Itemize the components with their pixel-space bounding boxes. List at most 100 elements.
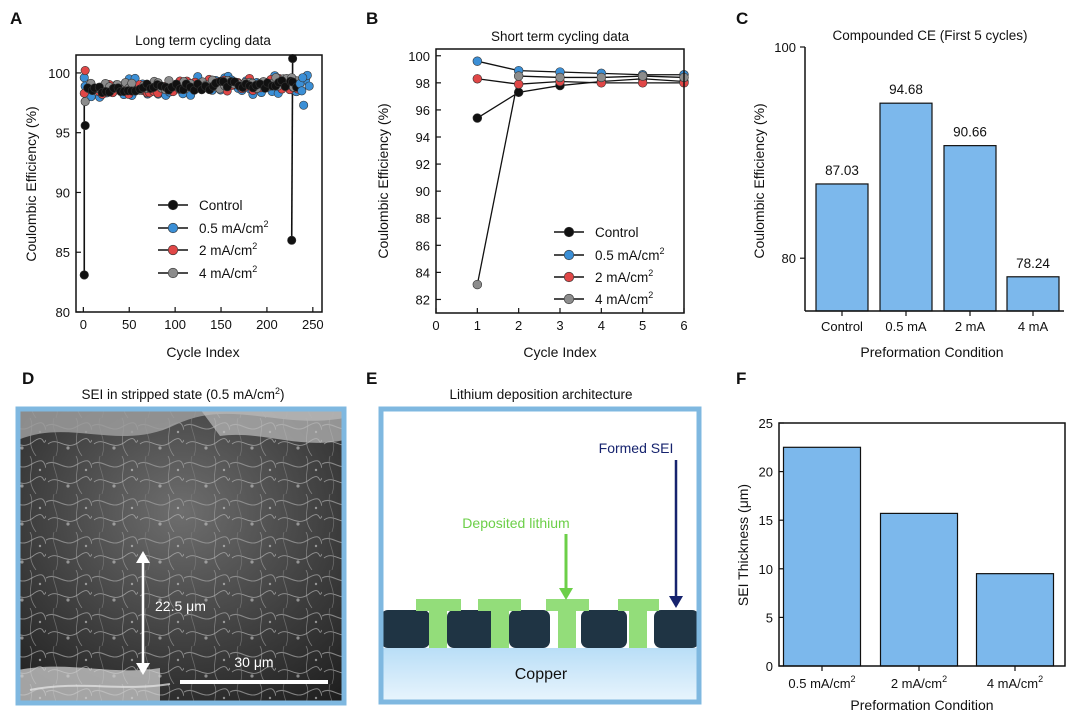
legend-marker [167, 222, 179, 234]
data-point [304, 81, 314, 91]
legend-label: Control [199, 198, 243, 213]
series-line [476, 75, 685, 285]
legend-label: Control [595, 225, 639, 240]
legend-marker [167, 199, 179, 211]
sei-arrow-head [669, 596, 683, 608]
y-tick-label: 15 [759, 513, 773, 528]
legend-marker [563, 271, 575, 283]
y-tick-label: 100 [774, 40, 796, 55]
legend-marker [563, 226, 575, 238]
legend-label: 4 mA/cm2 [595, 290, 653, 307]
panel-f-xlabel: Preformation Condition [850, 697, 993, 713]
panel-e-frame [378, 406, 702, 705]
x-tick-label: 5 [639, 318, 646, 333]
lithium-cap [618, 599, 659, 611]
panel-e-letter: E [366, 369, 377, 388]
data-point [298, 73, 308, 83]
x-tick-label: Control [821, 319, 863, 334]
x-tick-label: 0 [432, 318, 439, 333]
legend-marker [167, 267, 179, 279]
panel-b-data [472, 56, 689, 290]
copper-layer [381, 648, 699, 702]
x-tick-label: 2 [515, 318, 522, 333]
data-point [80, 66, 90, 76]
bar-value-label: 90.66 [953, 125, 987, 140]
panel-f-ticks: 0 5 10 15 20 25 0.5 mA/cm2 2 mA/cm2 4 mA/cm2 [759, 416, 1044, 691]
sei-block [447, 610, 496, 648]
x-tick-label: 1 [474, 318, 481, 333]
x-tick-label: 3 [556, 318, 563, 333]
panel-b-frame [435, 48, 685, 314]
panel-c: C Compounded CE (First 5 cycles) 87.03 94… [736, 9, 1064, 360]
y-tick-label: 25 [759, 416, 773, 431]
panel-f-letter: F [736, 369, 746, 388]
sei-block [654, 610, 699, 648]
x-tick-label: 4 mA [1018, 319, 1049, 334]
panel-e-title: Lithium deposition architecture [449, 387, 632, 402]
series-line [477, 78, 684, 85]
scale-bar-label: 30 μm [234, 654, 273, 670]
y-tick-label: 98 [416, 76, 430, 91]
x-tick-label: 100 [164, 317, 186, 332]
data-point [80, 97, 90, 107]
y-tick-label: 20 [759, 465, 773, 480]
y-tick-label: 10 [759, 562, 773, 577]
sem-image: 22.5 μm 30 μm [18, 409, 344, 703]
data-point [287, 235, 297, 245]
data-point [80, 121, 90, 131]
lithium-label: Deposited lithium [462, 515, 569, 531]
bar [815, 183, 869, 312]
panel-e: E Lithium deposition architecture Copper… [366, 369, 702, 705]
y-tick-label: 94 [416, 130, 430, 145]
panel-f: F 0 5 10 15 20 25 0.5 mA/cm2 2 mA/cm2 4 mA/cm2 P… [735, 369, 1066, 713]
panel-b-letter: B [366, 9, 378, 28]
y-tick-label: 95 [56, 126, 70, 141]
panel-f-frame [778, 422, 1066, 667]
lithium-stem [429, 606, 447, 648]
y-tick-label: 85 [56, 245, 70, 260]
series-line [477, 60, 684, 76]
y-tick-label: 80 [782, 251, 796, 266]
y-tick-label: 100 [48, 66, 70, 81]
bar-value-label: 78.24 [1016, 256, 1050, 271]
data-point [472, 56, 483, 66]
legend-marker [563, 249, 575, 261]
x-tick-label: 4 [598, 318, 605, 333]
y-tick-label: 86 [416, 238, 430, 253]
legend-marker [167, 244, 179, 256]
panel-b: B Short term cycling data 0 1 2 3 4 5 6 82 84 86 8… [366, 9, 689, 360]
y-tick-label: 90 [56, 185, 70, 200]
data-point [299, 100, 309, 110]
panel-a-frame [75, 54, 323, 313]
thickness-label: 22.5 μm [155, 598, 206, 614]
data-point [297, 86, 307, 96]
x-tick-label: 0 [80, 317, 87, 332]
panel-b-legend: Control 0.5 mA/cm2 2 mA/cm2 4 mA/cm2 [554, 225, 665, 307]
x-tick-label: 150 [210, 317, 232, 332]
lithium-stem [629, 606, 647, 648]
panel-a-title: Long term cycling data [135, 33, 271, 48]
data-point [513, 71, 524, 81]
y-tick-label: 0 [766, 659, 773, 674]
bar [1006, 276, 1060, 312]
y-tick-label: 88 [416, 211, 430, 226]
panel-c-ylabel: Coulombic Efficiency (%) [751, 103, 767, 258]
panel-c-letter: C [736, 9, 748, 28]
data-point [637, 71, 648, 81]
panel-d-letter: D [22, 369, 34, 388]
y-tick-label: 5 [766, 610, 773, 625]
x-tick-label: 200 [256, 317, 278, 332]
data-point [596, 72, 607, 83]
x-tick-label: 2 mA/cm2 [891, 674, 947, 691]
lithium-cap [546, 599, 589, 611]
data-point [472, 74, 483, 84]
panel-d: D SEI in stripped state (0.5 mA/cm2) 22.… [15, 369, 347, 706]
x-tick-label: 0.5 mA/cm2 [788, 674, 855, 691]
panel-a-axes: 0 50 100 150 200 250 80 85 90 95 100 [48, 66, 323, 332]
panel-f-bars [782, 446, 1055, 667]
lithium-cap [416, 599, 461, 611]
sei-label: Formed SEI [599, 440, 674, 456]
panel-a-letter: A [10, 9, 22, 28]
data-point [555, 72, 565, 83]
